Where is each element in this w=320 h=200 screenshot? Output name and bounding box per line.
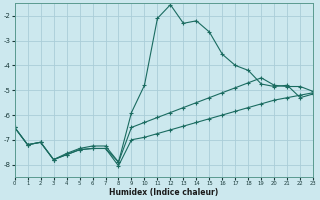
X-axis label: Humidex (Indice chaleur): Humidex (Indice chaleur): [109, 188, 219, 197]
